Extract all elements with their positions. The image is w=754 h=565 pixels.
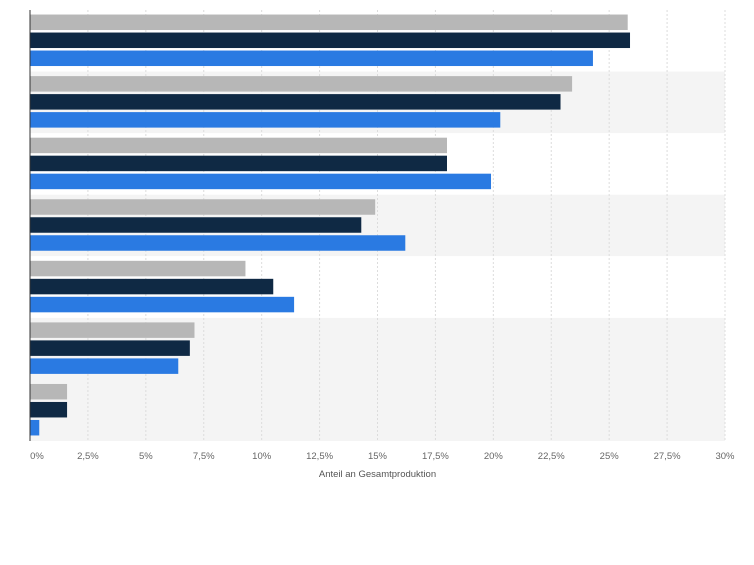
- bar: [30, 155, 447, 172]
- bar: [30, 383, 68, 400]
- x-tick-labels: 0% 2,5% 5% 7,5% 10% 12,5% 15% 17,5% 20% 22,5% 25% 2…: [30, 451, 735, 462]
- x-tick-label: 10%: [252, 451, 272, 462]
- bar: [30, 199, 376, 215]
- bar: [30, 358, 179, 374]
- bar: [30, 112, 501, 128]
- x-tick-label: 22,5%: [538, 451, 565, 462]
- x-tick-label: 5%: [139, 451, 153, 462]
- x-tick-label: 17,5%: [422, 451, 449, 462]
- bar: [30, 322, 195, 338]
- bar: [30, 260, 246, 277]
- bar: [30, 94, 561, 110]
- bar: [30, 14, 628, 31]
- bar: [30, 235, 406, 251]
- bar: [30, 401, 68, 418]
- bar: [30, 50, 593, 67]
- x-tick-label: 15%: [368, 451, 388, 462]
- x-tick-label: 27,5%: [654, 451, 681, 462]
- bar: [30, 32, 631, 49]
- x-tick-label: 0%: [30, 451, 44, 462]
- bar: [30, 137, 447, 154]
- bar: [30, 296, 295, 313]
- x-tick-label: 30%: [715, 451, 735, 462]
- x-tick-label: 12,5%: [306, 451, 333, 462]
- x-tick-label: 7,5%: [193, 451, 215, 462]
- bar: [30, 278, 274, 295]
- bar: [30, 340, 190, 356]
- x-tick-label: 20%: [484, 451, 504, 462]
- bar: [30, 419, 40, 436]
- bar: [30, 173, 492, 190]
- bar: [30, 76, 573, 92]
- x-tick-label: 25%: [600, 451, 620, 462]
- bar: [30, 217, 362, 233]
- x-tick-label: 2,5%: [77, 451, 99, 462]
- bars: [30, 14, 631, 436]
- x-axis-title: Anteil an Gesamtproduktion: [319, 469, 436, 480]
